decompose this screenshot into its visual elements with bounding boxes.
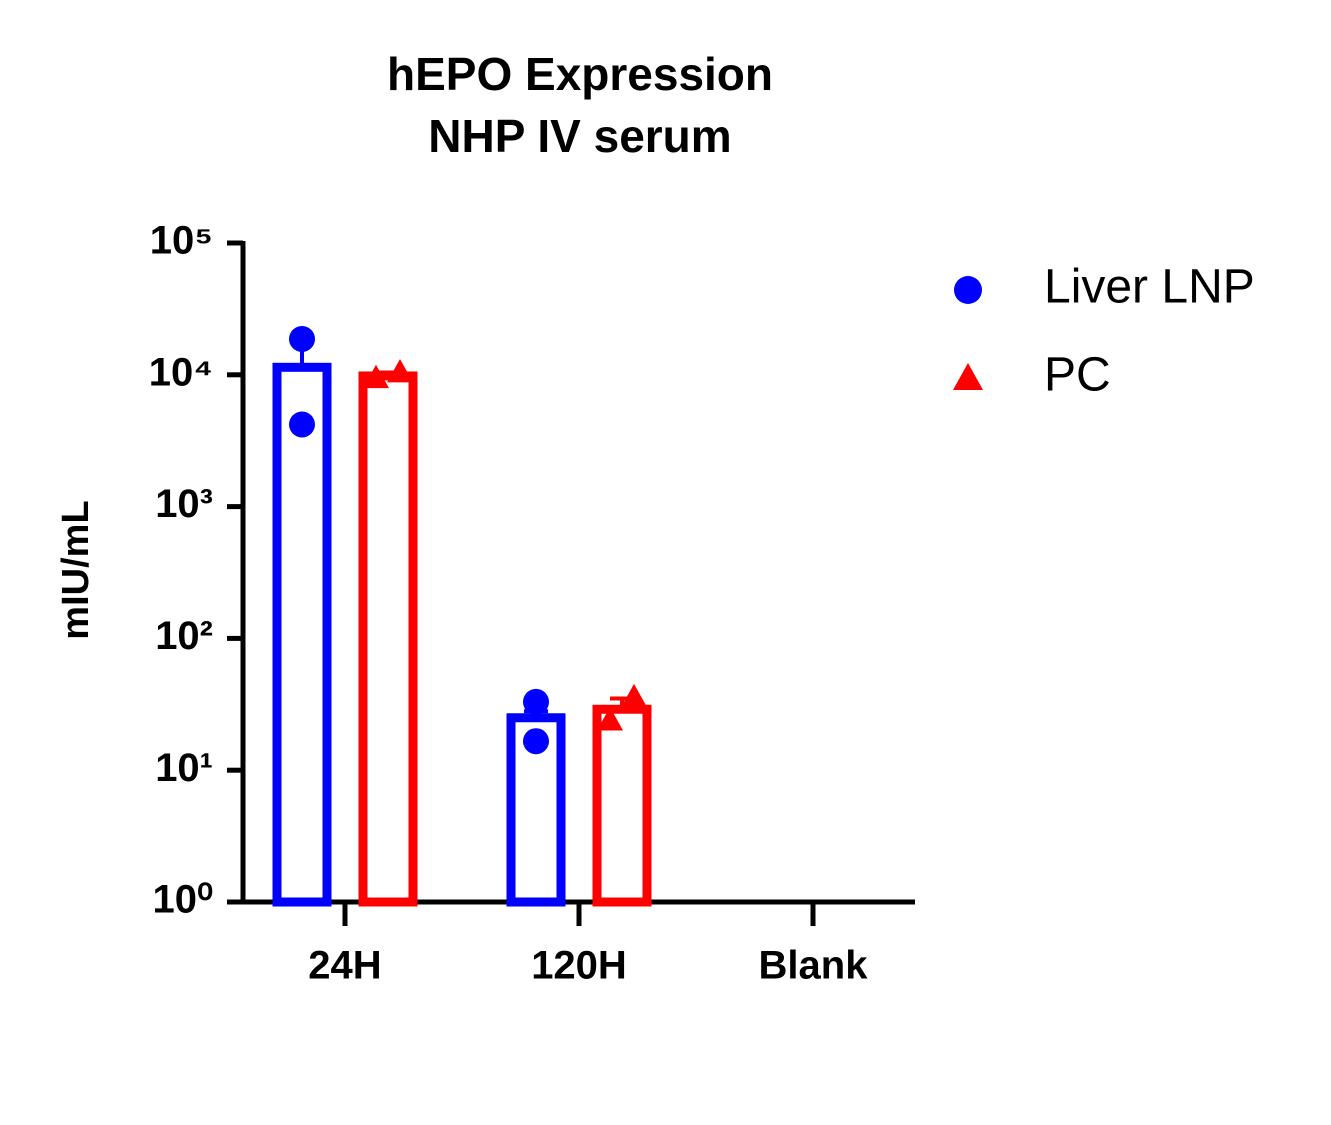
chart-title: NHP IV serum [428, 110, 731, 162]
data-point [289, 411, 315, 438]
x-tick-label: 120H [531, 944, 627, 988]
y-tick-label: 10⁵ [150, 219, 213, 263]
data-point [387, 359, 413, 383]
y-tick-label: 10⁴ [149, 350, 213, 394]
legend-label: PC [1044, 349, 1111, 402]
y-tick-label: 10² [155, 614, 213, 658]
y-tick-label: 10⁰ [152, 878, 213, 922]
legend-marker [954, 276, 982, 304]
chart-title: hEPO Expression [387, 48, 773, 100]
y-tick-label: 10¹ [155, 746, 213, 790]
x-tick-label: 24H [308, 944, 381, 988]
data-point [363, 364, 389, 389]
x-tick-label: Blank [759, 944, 869, 988]
legend-marker [953, 363, 983, 390]
y-axis-label: mIU/mL [55, 500, 97, 639]
data-point [289, 325, 315, 352]
bar [358, 371, 418, 907]
data-point [597, 707, 623, 731]
y-tick-label: 10³ [155, 482, 213, 526]
bar [272, 362, 332, 907]
data-point [621, 683, 647, 708]
data-point [523, 728, 549, 755]
legend-label: Liver LNP [1044, 261, 1255, 314]
bar [592, 704, 652, 907]
data-point [523, 688, 549, 715]
